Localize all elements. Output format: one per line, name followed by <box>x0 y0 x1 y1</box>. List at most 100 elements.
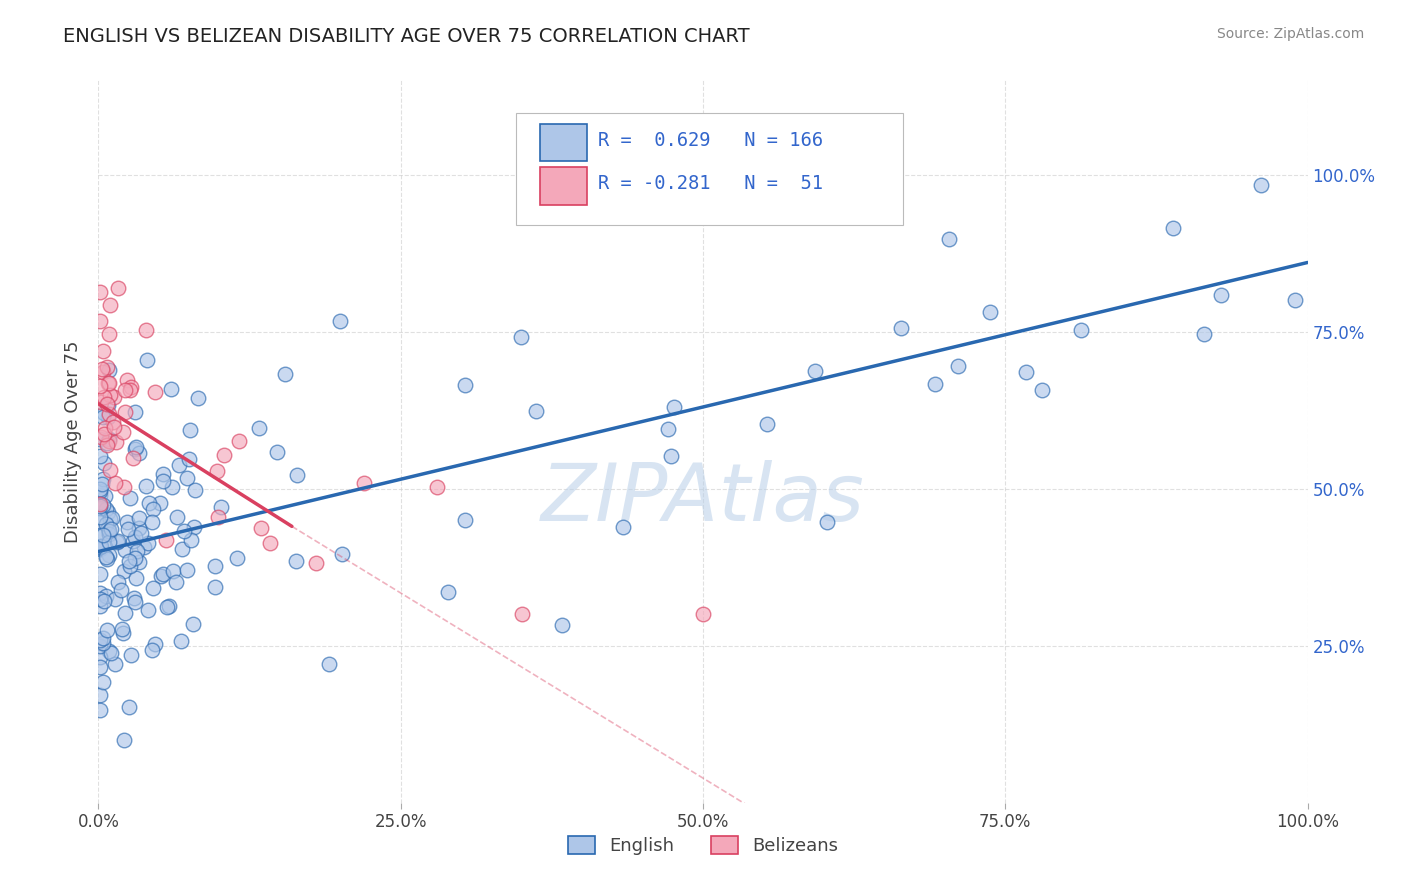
Point <box>454 513 477 527</box>
Point <box>209 500 232 515</box>
Point <box>165 575 187 590</box>
Point <box>91 631 114 645</box>
Point <box>93 456 115 470</box>
Point <box>90 477 112 491</box>
Point <box>103 420 125 434</box>
Point <box>96 552 118 566</box>
Point <box>94 489 117 503</box>
Point <box>180 533 202 548</box>
Point <box>551 617 574 632</box>
Point <box>135 323 157 337</box>
Point <box>141 643 163 657</box>
Point <box>266 445 288 459</box>
Point <box>661 449 683 463</box>
Point <box>170 541 193 556</box>
Point <box>143 384 166 399</box>
Point <box>250 520 273 534</box>
Point <box>204 580 226 594</box>
Point <box>122 534 145 549</box>
Point <box>90 541 112 555</box>
Point <box>117 554 139 568</box>
Point <box>89 541 111 556</box>
Point <box>97 521 120 535</box>
Point <box>186 391 208 405</box>
Point <box>89 660 111 674</box>
Point <box>104 435 127 450</box>
Point <box>143 637 166 651</box>
Point <box>890 321 912 335</box>
Point <box>207 464 229 478</box>
Point <box>454 377 477 392</box>
Point <box>120 379 142 393</box>
Point <box>181 617 204 632</box>
Point <box>176 563 198 577</box>
Point <box>173 524 195 538</box>
Point <box>89 527 111 541</box>
Point <box>97 410 120 425</box>
Point <box>91 409 114 424</box>
Point <box>938 232 960 246</box>
Point <box>138 496 160 510</box>
Point <box>135 479 157 493</box>
Point <box>90 395 112 409</box>
Point <box>96 436 118 450</box>
Text: ENGLISH VS BELIZEAN DISABILITY AGE OVER 75 CORRELATION CHART: ENGLISH VS BELIZEAN DISABILITY AGE OVER … <box>63 27 749 45</box>
Point <box>89 432 111 446</box>
Point <box>105 535 128 549</box>
Point <box>89 314 111 328</box>
Point <box>98 407 121 421</box>
Point <box>98 548 121 562</box>
Point <box>96 397 118 411</box>
Point <box>1194 326 1216 341</box>
Point <box>152 467 174 482</box>
Point <box>305 556 328 570</box>
Point <box>184 483 207 497</box>
Point <box>170 633 193 648</box>
Point <box>125 544 148 558</box>
Point <box>118 700 141 714</box>
Point <box>122 450 145 465</box>
Point <box>112 564 135 578</box>
Point <box>112 480 135 494</box>
Point <box>91 636 114 650</box>
Point <box>93 426 115 441</box>
Point <box>162 564 184 578</box>
Point <box>90 362 112 376</box>
Point <box>91 498 114 512</box>
Point <box>142 502 165 516</box>
Point <box>89 566 111 581</box>
Point <box>114 542 136 557</box>
Point <box>107 533 129 548</box>
Point <box>114 404 136 418</box>
Point <box>124 595 146 609</box>
Point <box>1161 221 1184 235</box>
Point <box>97 535 120 549</box>
Point <box>1284 293 1306 307</box>
Point <box>90 539 112 553</box>
Point <box>155 533 177 547</box>
FancyBboxPatch shape <box>540 167 586 204</box>
Point <box>98 527 121 541</box>
Point <box>96 438 118 452</box>
Point <box>89 540 111 554</box>
Point <box>97 644 120 658</box>
Point <box>107 575 129 590</box>
Point <box>124 551 146 566</box>
Text: R = -0.281   N =  51: R = -0.281 N = 51 <box>598 174 823 193</box>
Point <box>207 509 229 524</box>
Y-axis label: Disability Age Over 75: Disability Age Over 75 <box>65 340 83 543</box>
Point <box>120 558 142 573</box>
Point <box>111 425 134 439</box>
Point <box>948 359 970 373</box>
Point <box>89 497 111 511</box>
Point <box>98 363 121 377</box>
Point <box>98 463 121 477</box>
Point <box>89 516 111 530</box>
Point <box>330 547 353 561</box>
Point <box>177 452 200 467</box>
Point <box>100 522 122 536</box>
Point <box>89 482 111 496</box>
Point <box>100 646 122 660</box>
Point <box>93 344 115 359</box>
Point <box>97 376 120 391</box>
